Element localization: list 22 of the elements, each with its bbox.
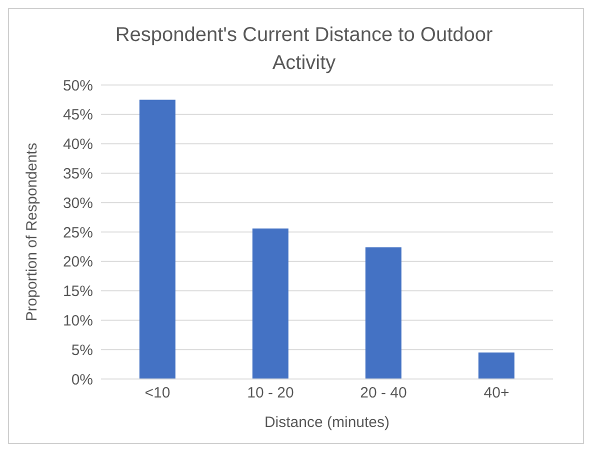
y-axis-title: Proportion of Respondents (23, 142, 40, 322)
y-tick-label: 35% (62, 166, 93, 183)
chart-title: Respondent's Current Distance to Outdoor Activity (114, 23, 494, 76)
y-tick-label: 45% (62, 106, 93, 124)
bar (365, 247, 402, 379)
y-tick-label: 25% (62, 224, 93, 242)
bar (252, 228, 288, 379)
y-tick-label: 30% (62, 194, 93, 212)
bar (139, 100, 176, 379)
y-tick-label: 0% (71, 371, 93, 388)
y-tick-label: 10% (62, 312, 93, 330)
x-tick-label: <10 (144, 384, 170, 402)
x-tick-label: 10 - 20 (247, 384, 294, 402)
x-axis-title: Distance (minutes) (264, 414, 390, 431)
y-tick-label: 15% (62, 283, 93, 300)
x-tick-label: 40+ (484, 384, 510, 402)
bar (478, 352, 514, 379)
y-tick-label: 50% (62, 77, 93, 94)
y-tick-label: 20% (62, 254, 93, 271)
y-tick-label: 40% (62, 136, 93, 154)
y-tick-label: 5% (71, 342, 93, 359)
x-tick-label: 20 - 40 (360, 384, 407, 402)
